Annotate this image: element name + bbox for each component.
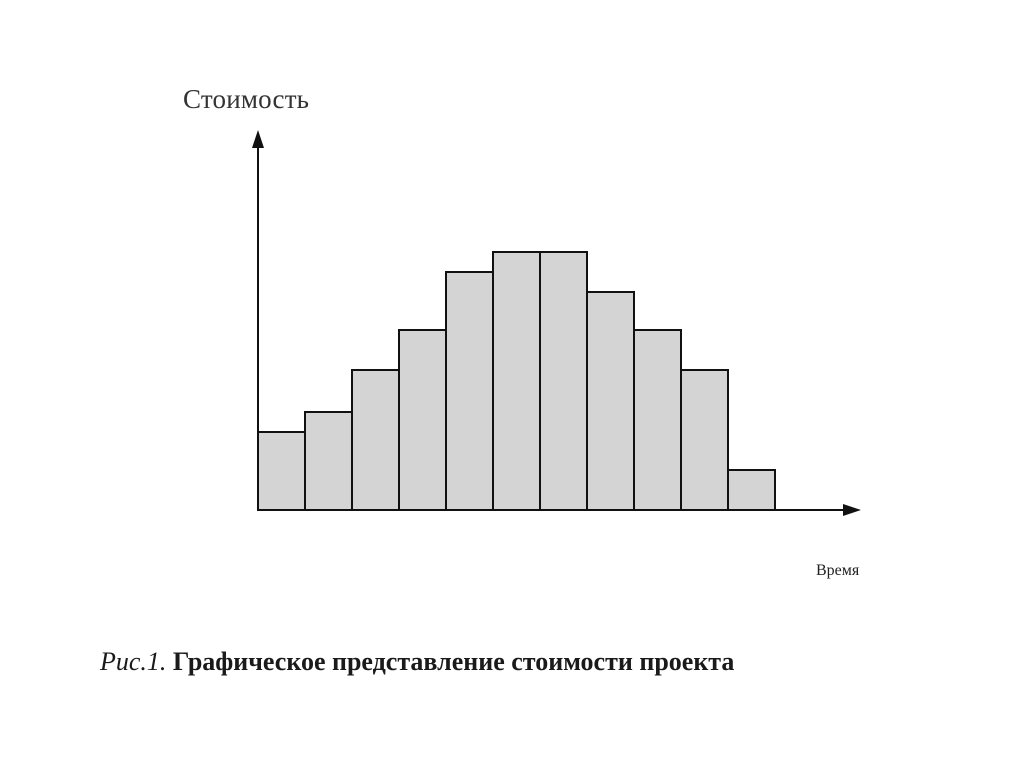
bar-5 [445, 271, 494, 511]
figure-caption: Рис.1. Графическое представление стоимос… [100, 647, 734, 677]
caption-title: Графическое представление стоимости прое… [172, 647, 735, 676]
bar-10 [680, 369, 729, 511]
x-axis-label: Время [816, 562, 860, 579]
bar-9 [633, 329, 682, 511]
y-axis-arrow [252, 130, 264, 148]
bars-group [257, 251, 776, 511]
x-axis-arrow [843, 504, 861, 516]
bar-3 [351, 369, 400, 511]
bar-8 [586, 291, 635, 511]
bar-11 [727, 469, 776, 511]
bar-1 [257, 431, 306, 511]
bar-4 [398, 329, 447, 511]
bar-2 [304, 411, 353, 511]
caption-prefix: Рис.1. [100, 647, 167, 676]
bar-7 [539, 251, 588, 511]
bar-6 [492, 251, 541, 511]
y-axis-label: Стоимость [183, 84, 310, 114]
